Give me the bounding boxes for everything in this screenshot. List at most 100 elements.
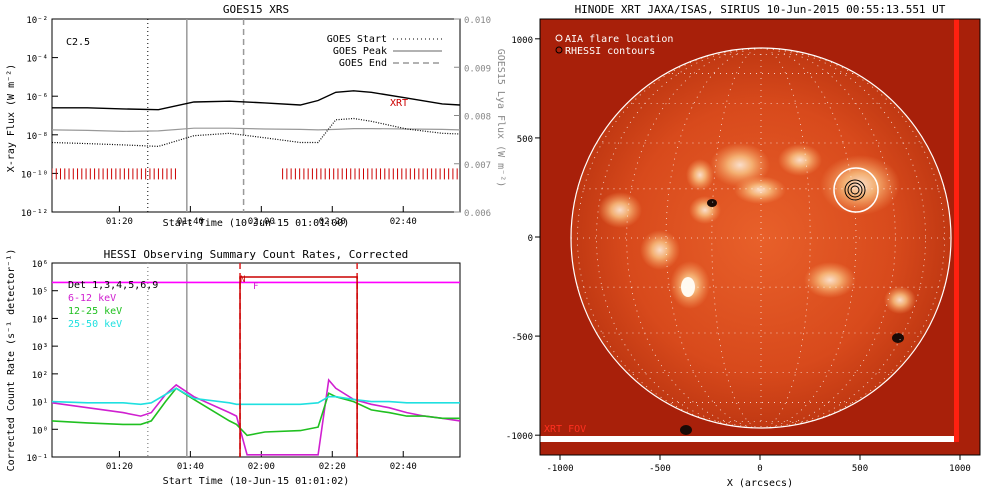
- goes-legend: GOES Start GOES Peak GOES End: [327, 34, 442, 69]
- goes-series-line: [52, 90, 460, 111]
- hessi-y-tick-label: 10⁵: [32, 288, 48, 298]
- xrt-fov-right-edge: [954, 19, 959, 442]
- goes-x-tick-label: 01:40: [177, 217, 204, 227]
- hessi-y-tick-label: 10⁰: [32, 426, 48, 436]
- xrt-y-tick-label: -500: [511, 333, 533, 343]
- dark-spot: [892, 333, 904, 343]
- hessi-x-axis-label: Start Time (10-Jun-15 01:01:02): [163, 476, 350, 487]
- goes-class-label: C2.5: [66, 37, 90, 48]
- hessi-y-tick-label: 10⁴: [32, 315, 48, 325]
- hessi-series: [52, 281, 460, 456]
- xrt-x-axis-label: X (arcsecs): [727, 478, 793, 489]
- active-region-glow: [598, 192, 642, 228]
- goes-y-tick-label: 10⁻⁸: [26, 132, 48, 142]
- goes-y-tick-label: 10⁻¹⁰: [21, 170, 48, 180]
- rhessi-contour-2: [847, 182, 863, 198]
- goes-y-tick-label: 10⁻¹²: [21, 209, 48, 219]
- hessi-y-axis: 10⁻¹ 10⁰ 10¹ 10² 10³ 10⁴ 10⁵ 10⁶: [26, 260, 58, 464]
- active-region-glow: [734, 176, 786, 204]
- hessi-night-bar: [239, 276, 358, 457]
- goes-series: [52, 90, 460, 148]
- goes-y-axis: 10⁻¹² 10⁻¹⁰ 10⁻⁸ 10⁻⁶ 10⁻⁴ 10⁻²: [21, 16, 58, 219]
- hessi-x-tick-label: 01:20: [106, 462, 133, 472]
- xrt-x-axis: -1000 -500 0 500 1000: [546, 455, 971, 474]
- hessi-legend-12-25: 12-25 keV: [68, 306, 122, 317]
- hessi-plot-frame: [51, 262, 461, 458]
- heliographic-grid: [571, 47, 951, 429]
- goes-y2-tick-label: 0.010: [464, 16, 491, 26]
- goes-y2-tick-label: 0.009: [464, 64, 491, 74]
- rhessi-contour-1: [844, 179, 866, 201]
- hessi-title: HESSI Observing Summary Count Rates, Cor…: [104, 248, 409, 261]
- hessi-legend-25-50: 25-50 keV: [68, 319, 122, 330]
- hessi-x-tick-label: 02:20: [319, 462, 346, 472]
- active-region-glow: [689, 196, 721, 224]
- hessi-x-tick-label: 01:40: [177, 462, 204, 472]
- xrt-y-tick-label: 0: [528, 234, 533, 244]
- goes-y2-tick-label: 0.008: [464, 113, 491, 123]
- goes-x-axis-label: Start Time (10-Jun-15 01:01:00): [163, 218, 350, 229]
- aia-legend-marker: [555, 34, 563, 42]
- goes-series-line: [52, 117, 460, 148]
- goes-legend-end: GOES End: [339, 58, 387, 69]
- solar-limb: [570, 47, 952, 429]
- goes-y2-axis-label: GOES15 Lya Flux (W m⁻²): [495, 49, 506, 187]
- dark-spot: [707, 199, 717, 207]
- hessi-x-tick-label: 02:40: [390, 462, 417, 472]
- hessi-flag-f: F: [253, 282, 258, 292]
- xrt-legend-aia: AIA flare location: [565, 34, 673, 45]
- goes-title: GOES15 XRS: [223, 3, 289, 16]
- hessi-series-line: [52, 387, 460, 406]
- dark-spot: [680, 425, 692, 435]
- xrt-x-tick-label: -500: [649, 464, 671, 474]
- hessi-y-tick-label: 10⁻¹: [26, 454, 48, 464]
- xrt-y-tick-label: -1000: [506, 432, 533, 442]
- goes-plot-frame: [51, 18, 461, 213]
- hessi-legend-6-12: 6-12 keV: [68, 293, 116, 304]
- solar-disk: [571, 48, 951, 428]
- xrt-legend: AIA flare location RHESSI contours: [555, 34, 673, 57]
- hessi-y-axis-label: Corrected Count Rate (s⁻¹ detector⁻¹): [6, 249, 17, 472]
- rhessi-legend-marker: [555, 46, 563, 54]
- grid-longitude-line: [711, 47, 762, 429]
- goes-y-tick-label: 10⁻²: [26, 16, 48, 26]
- grid-longitude-line: [760, 47, 811, 429]
- xrt-x-tick-label: 500: [852, 464, 868, 474]
- xrt-panel: HINODE XRT JAXA/ISAS, SIRIUS 10-Jun-2015…: [506, 3, 981, 489]
- active-region-glow: [640, 230, 680, 270]
- active-region-glow: [710, 143, 770, 187]
- hessi-y-tick-label: 10⁶: [32, 260, 48, 270]
- hessi-legend-det: Det 1,3,4,5,6,9: [68, 280, 158, 291]
- goes-x-axis: 01:20 01:40 02:00 02:20 02:40: [106, 206, 417, 227]
- xrt-x-tick-label: 1000: [949, 464, 971, 474]
- goes-panel: GOES15 XRS 10⁻¹² 10⁻¹⁰ 10⁻⁸ 10⁻⁶ 10⁻⁴ 10⁻² 0.…: [6, 3, 506, 229]
- goes-x-tick-label: 02:20: [319, 217, 346, 227]
- goes-legend-peak: GOES Peak: [333, 46, 387, 57]
- goes-series-line: [52, 127, 460, 133]
- xrt-y-tick-label: 1000: [511, 36, 533, 46]
- goes-y2-tick-label: 0.007: [464, 161, 491, 171]
- xrt-solar-image: [540, 19, 959, 442]
- xrt-y-tick-label: 500: [517, 135, 533, 145]
- goes-y2-axis: 0.006 0.007 0.008 0.009 0.010: [454, 16, 491, 219]
- goes-x-tick-label: 02:40: [390, 217, 417, 227]
- goes-legend-start: GOES Start: [327, 34, 387, 45]
- active-region-glow: [686, 159, 714, 191]
- active-region-glow: [884, 286, 916, 314]
- hessi-legend: Det 1,3,4,5,6,9 6-12 keV 12-25 keV 25-50…: [68, 280, 158, 330]
- goes-x-tick-label: 01:20: [106, 217, 133, 227]
- active-region-core: [681, 277, 695, 297]
- hessi-flag-n: N: [240, 275, 245, 285]
- xrt-legend-rhessi: RHESSI contours: [565, 46, 655, 57]
- goes-y2-tick-label: 0.006: [464, 209, 491, 219]
- xrt-x-tick-label: 0: [757, 464, 762, 474]
- active-regions: [598, 143, 916, 435]
- xrt-y-axis: 1000 500 0 -500 -1000: [506, 36, 540, 442]
- goes-xrt-coverage: [52, 168, 458, 180]
- hessi-markers: [147, 263, 358, 457]
- hessi-y-tick-label: 10¹: [32, 399, 48, 409]
- hessi-panel: HESSI Observing Summary Count Rates, Cor…: [6, 248, 461, 487]
- rhessi-contours: [844, 179, 866, 201]
- goes-y-axis-label: X-ray Flux (W m⁻²): [6, 64, 17, 172]
